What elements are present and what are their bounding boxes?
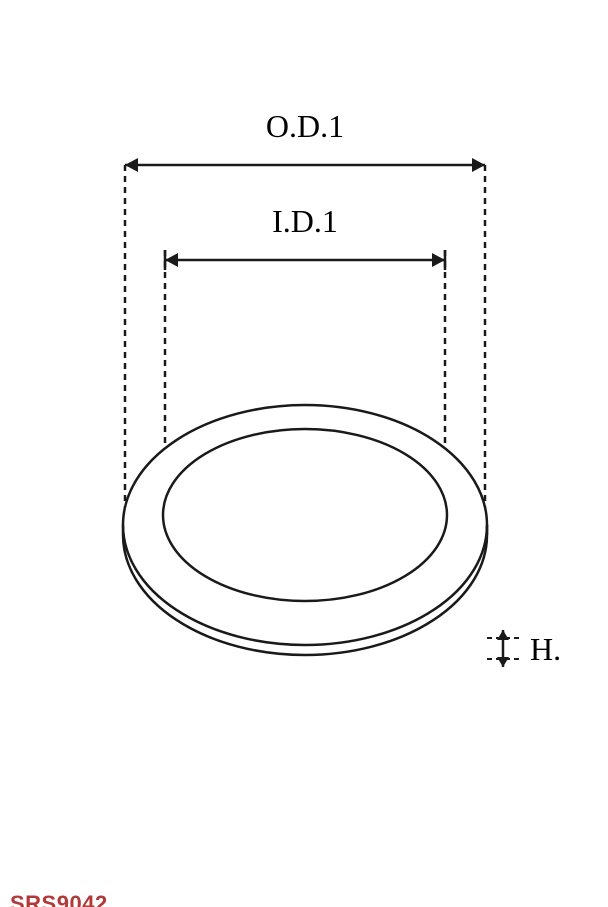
label-od1: O.D.1 [266,108,344,144]
label-h1: H.1 [530,631,560,667]
label-id1: I.D.1 [272,203,338,239]
part-code: SRS9042 [10,891,108,907]
ring-diagram: O.D.1 I.D.1 H.1 [60,85,560,725]
page: O.D.1 I.D.1 H.1 SRS9042 [0,85,608,907]
